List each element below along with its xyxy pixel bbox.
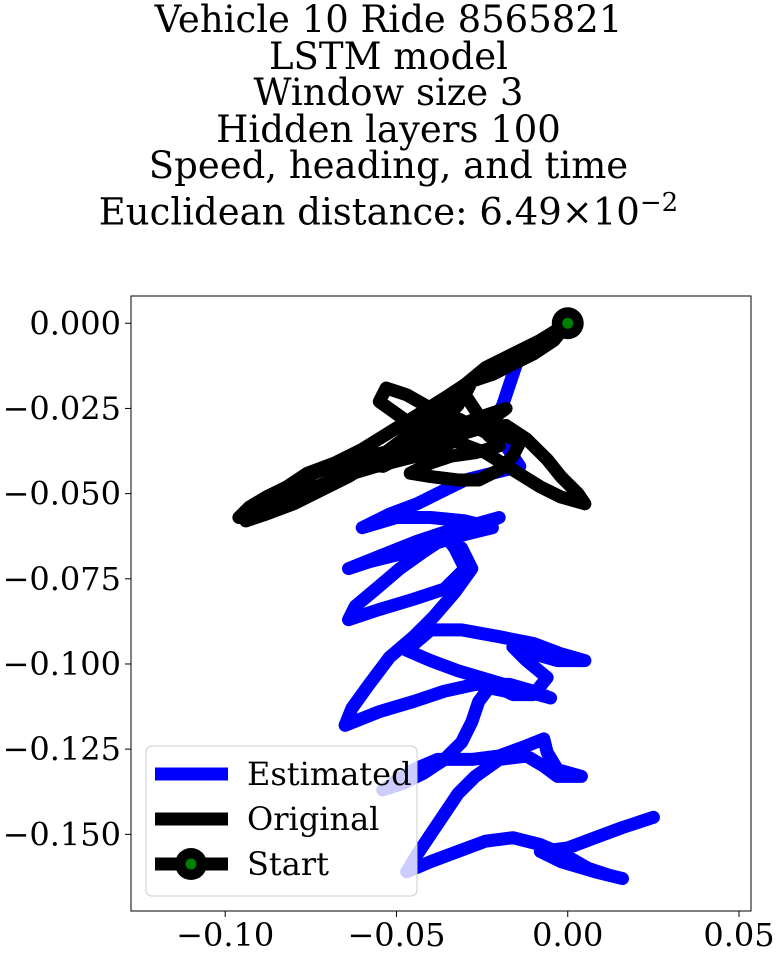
y-tick-label: −0.150 [3, 815, 121, 853]
legend: Estimated Original Start [145, 745, 418, 897]
title-line-model: LSTM model [268, 34, 509, 78]
legend-label-estimated: Estimated [247, 755, 412, 793]
y-tick-label: −0.050 [3, 475, 121, 513]
title-line-features: Speed, heading, and time [148, 144, 629, 187]
y-tick-label: 0.000 [29, 304, 121, 342]
x-tick-label: −0.10 [176, 916, 274, 954]
series-layer [232, 307, 660, 886]
legend-label-original: Original [247, 800, 379, 838]
legend-start-marker-dot [185, 858, 197, 870]
y-tick-label: −0.025 [3, 389, 121, 427]
y-tick-label: −0.100 [3, 645, 121, 683]
plot-frame [130, 295, 752, 912]
title-line-hidden: Hidden layers 100 [216, 107, 561, 151]
distance-times: ×10 [561, 189, 640, 233]
x-tick-label: 0.05 [703, 916, 774, 954]
chart-title: Vehicle 10 Ride 8565821 LSTM model Windo… [0, 0, 777, 231]
tick-layer: −0.10 −0.05 0.00 0.05 0.000 −0.025 −0.050 −0.07… [3, 304, 775, 954]
series-estimated-line [338, 316, 660, 886]
series-original-line [232, 316, 592, 528]
title-line-vehicle: Vehicle 10 Ride 8565821 [154, 0, 623, 41]
distance-prefix: Euclidean distance: [98, 189, 480, 233]
x-tick-label: −0.05 [347, 916, 445, 954]
x-tick-label: 0.00 [532, 916, 603, 954]
y-tick-label: −0.075 [3, 560, 121, 598]
legend-label-start: Start [247, 845, 329, 883]
title-line-distance: Euclidean distance: 6.49×10−2 [0, 185, 777, 231]
y-tick-label: −0.125 [3, 730, 121, 768]
distance-mantissa: 6.49 [479, 189, 562, 233]
title-line-window: Window size 3 [253, 71, 524, 114]
distance-exponent: −2 [639, 187, 679, 218]
start-marker-dot [562, 317, 574, 329]
